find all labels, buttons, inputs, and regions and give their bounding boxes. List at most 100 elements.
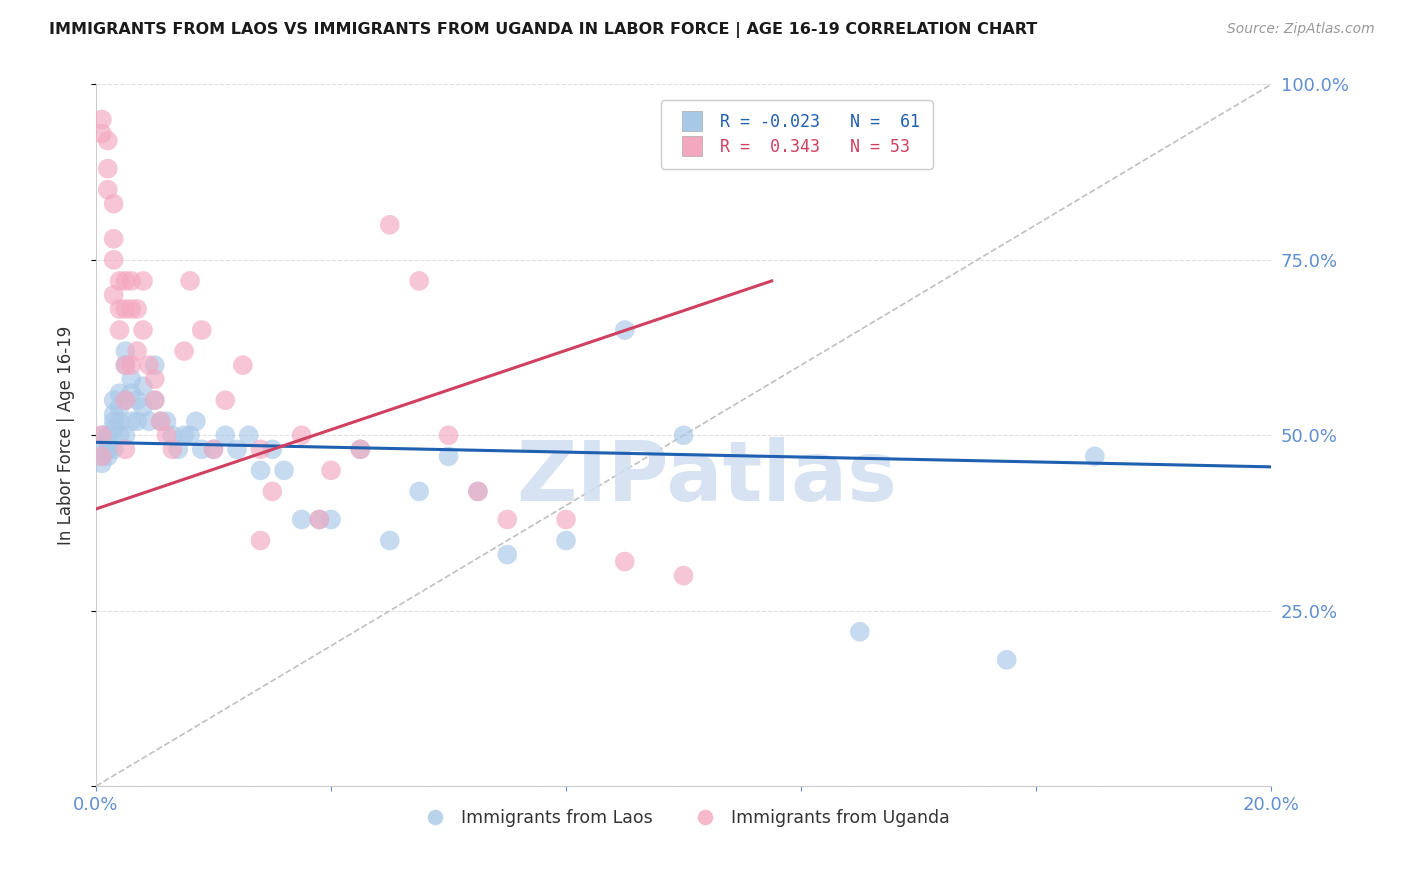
- Point: [97, 428, 120, 442]
- Point: [214, 428, 236, 442]
- Point: [127, 301, 149, 316]
- Point: [90, 428, 112, 442]
- Point: [120, 414, 142, 428]
- Point: [249, 533, 271, 548]
- Point: [408, 274, 430, 288]
- Point: [108, 386, 131, 401]
- Point: [114, 393, 136, 408]
- Point: [90, 450, 112, 464]
- Point: [249, 463, 271, 477]
- Point: [238, 428, 260, 442]
- Point: [173, 344, 195, 359]
- Point: [143, 393, 166, 408]
- Point: [672, 568, 695, 582]
- Point: [127, 344, 149, 359]
- Point: [202, 442, 225, 457]
- Point: [262, 442, 284, 457]
- Text: IMMIGRANTS FROM LAOS VS IMMIGRANTS FROM UGANDA IN LABOR FORCE | AGE 16-19 CORREL: IMMIGRANTS FROM LAOS VS IMMIGRANTS FROM …: [49, 22, 1038, 38]
- Point: [103, 196, 125, 211]
- Point: [173, 428, 195, 442]
- Point: [162, 428, 184, 442]
- Point: [114, 393, 136, 408]
- Point: [103, 288, 125, 302]
- Point: [349, 442, 371, 457]
- Point: [1084, 450, 1107, 464]
- Point: [90, 428, 112, 442]
- Point: [90, 450, 112, 464]
- Point: [467, 484, 489, 499]
- Point: [108, 323, 131, 337]
- Point: [232, 358, 254, 372]
- Point: [114, 344, 136, 359]
- Point: [120, 386, 142, 401]
- Point: [555, 533, 578, 548]
- Point: [132, 274, 155, 288]
- Point: [262, 484, 284, 499]
- Point: [555, 512, 578, 526]
- Point: [97, 435, 120, 450]
- Point: [179, 428, 201, 442]
- Point: [291, 428, 314, 442]
- Point: [103, 442, 125, 457]
- Point: [120, 358, 142, 372]
- Point: [143, 358, 166, 372]
- Point: [202, 442, 225, 457]
- Point: [103, 407, 125, 421]
- Point: [108, 414, 131, 428]
- Point: [467, 484, 489, 499]
- Point: [149, 414, 172, 428]
- Point: [108, 401, 131, 415]
- Point: [613, 555, 636, 569]
- Legend: Immigrants from Laos, Immigrants from Uganda: Immigrants from Laos, Immigrants from Ug…: [411, 802, 956, 834]
- Point: [103, 414, 125, 428]
- Point: [496, 548, 519, 562]
- Point: [138, 358, 160, 372]
- Point: [132, 401, 155, 415]
- Y-axis label: In Labor Force | Age 16-19: In Labor Force | Age 16-19: [58, 326, 75, 545]
- Point: [127, 414, 149, 428]
- Point: [103, 421, 125, 435]
- Point: [167, 442, 190, 457]
- Point: [108, 428, 131, 442]
- Point: [155, 414, 177, 428]
- Point: [496, 512, 519, 526]
- Point: [120, 274, 142, 288]
- Point: [120, 301, 142, 316]
- Point: [120, 372, 142, 386]
- Point: [90, 127, 112, 141]
- Point: [291, 512, 314, 526]
- Point: [273, 463, 295, 477]
- Point: [114, 358, 136, 372]
- Text: Source: ZipAtlas.com: Source: ZipAtlas.com: [1227, 22, 1375, 37]
- Text: ZIPatlas: ZIPatlas: [516, 437, 897, 518]
- Point: [114, 358, 136, 372]
- Point: [191, 442, 214, 457]
- Point: [138, 414, 160, 428]
- Point: [114, 428, 136, 442]
- Point: [162, 442, 184, 457]
- Point: [114, 301, 136, 316]
- Point: [103, 232, 125, 246]
- Point: [191, 323, 214, 337]
- Point: [349, 442, 371, 457]
- Point: [127, 393, 149, 408]
- Point: [214, 393, 236, 408]
- Point: [132, 323, 155, 337]
- Point: [103, 393, 125, 408]
- Point: [155, 428, 177, 442]
- Point: [437, 450, 460, 464]
- Point: [249, 442, 271, 457]
- Point: [226, 442, 249, 457]
- Point: [97, 161, 120, 176]
- Point: [143, 372, 166, 386]
- Point: [108, 274, 131, 288]
- Point: [849, 624, 872, 639]
- Point: [613, 323, 636, 337]
- Point: [97, 183, 120, 197]
- Point: [90, 456, 112, 470]
- Point: [408, 484, 430, 499]
- Point: [319, 512, 342, 526]
- Point: [90, 442, 112, 457]
- Point: [97, 450, 120, 464]
- Point: [995, 653, 1018, 667]
